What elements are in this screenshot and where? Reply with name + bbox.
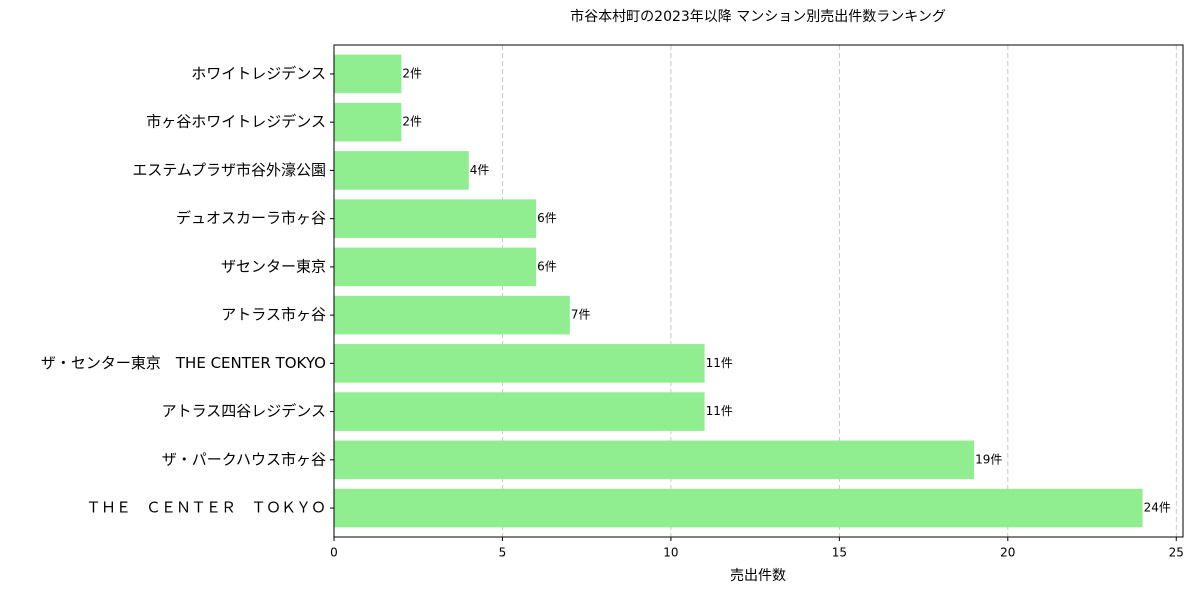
y-tick-label: ＴＨＥ ＣＥＮＴＥＲ ＴＯＫＹＯ (86, 499, 326, 517)
x-tick-label: 10 (663, 546, 678, 560)
bar (334, 392, 705, 431)
bar (334, 295, 570, 335)
bar (334, 151, 469, 190)
bar (334, 440, 975, 480)
x-tick-label: 20 (1000, 546, 1015, 560)
value-label: 24件 (1144, 501, 1171, 515)
plot-frame (333, 44, 1184, 538)
value-label: 4件 (470, 163, 490, 177)
x-axis-label: 売出件数 (730, 568, 786, 584)
y-tick-label: ザセンター東京 (221, 257, 326, 275)
bar (334, 199, 537, 238)
value-label: 11件 (706, 404, 733, 418)
y-tick-label: ザ・パークハウス市ヶ谷 (162, 450, 326, 468)
value-label: 6件 (537, 259, 557, 273)
y-tick-label: デュオスカーラ市ヶ谷 (176, 209, 326, 227)
value-label: 2件 (402, 66, 422, 80)
y-tick-label: ザ・センター東京 THE CENTER TOKYO (41, 354, 326, 372)
bar (334, 54, 402, 94)
value-label: 2件 (402, 115, 422, 129)
chart-title: 市谷本村町の2023年以降 マンション別売出件数ランキング (570, 8, 946, 25)
bar (334, 102, 402, 142)
value-label: 19件 (975, 452, 1002, 466)
x-tick-label: 25 (1169, 546, 1184, 560)
y-tick-label: 市ヶ谷ホワイトレジデンス (146, 113, 326, 131)
y-tick-label: アトラス四谷レジデンス (162, 402, 326, 420)
y-tick-label: エステムプラザ市谷外濠公園 (132, 161, 326, 179)
bar (334, 344, 705, 383)
x-tick-label: 15 (832, 546, 847, 560)
value-label: 6件 (537, 211, 557, 225)
x-tick-label: 5 (499, 546, 507, 560)
y-tick-label: ホワイトレジデンス (191, 64, 326, 82)
value-label: 7件 (571, 308, 591, 322)
bar (334, 247, 537, 287)
y-tick-label: アトラス市ヶ谷 (221, 306, 326, 324)
value-label: 11件 (706, 356, 733, 370)
x-tick-label: 0 (330, 546, 338, 560)
bar (334, 488, 1143, 528)
